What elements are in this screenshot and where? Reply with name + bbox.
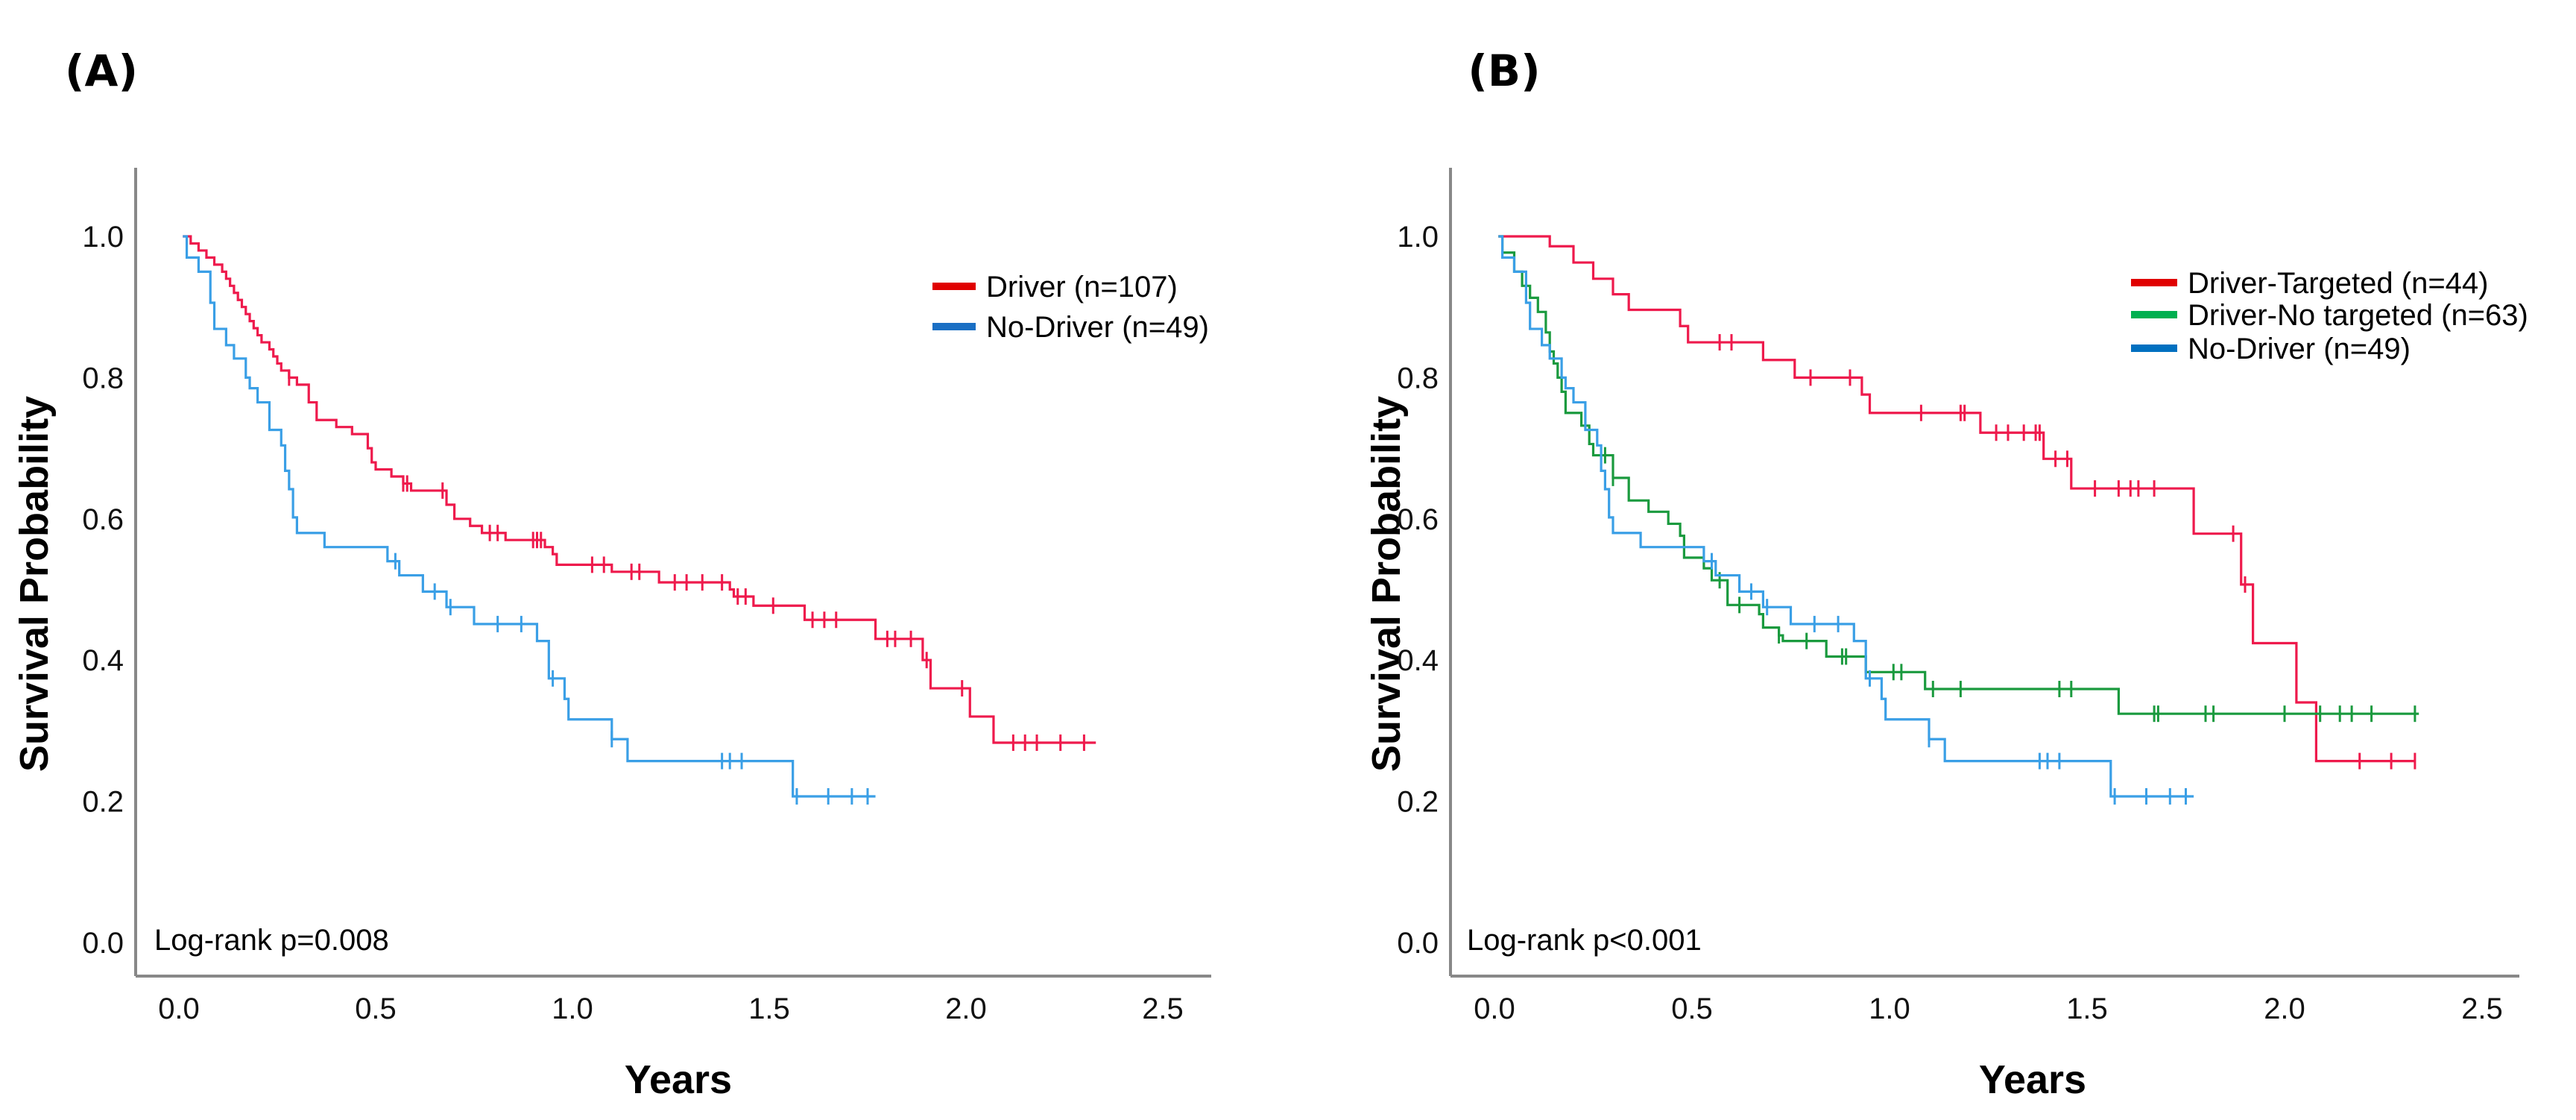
- panel-b-y-tick-label: 0.2: [1397, 786, 1439, 819]
- panel-a-title: (A): [65, 45, 138, 96]
- panel-b-curve-no-driver: [1498, 235, 2194, 798]
- panel-b-legend-label-no-driver: No-Driver (n=49): [2188, 333, 2411, 365]
- panel-a-y-axis-label: Survival Probability: [12, 396, 57, 772]
- panel-b-x-tick-label: 2.0: [2264, 992, 2305, 1025]
- panel-a-y-tick-label: 1.0: [82, 221, 124, 254]
- panel-a-curves: [183, 235, 1096, 805]
- panel-a-x-tick-label: 1.0: [552, 992, 593, 1025]
- panel-b-y-tick-label: 0.8: [1397, 362, 1439, 394]
- panel-b-x-axis-label: Years: [1979, 1057, 2086, 1102]
- panel-a-axes: 0.0 0.5 1.0 1.5 2.0 2.5 0.0 0.2 0.4 0.6 0.8 1.0: [82, 168, 1211, 1025]
- panel-a-y-tick-label: 0.6: [82, 503, 124, 536]
- panel-b-y-tick-label: 0.6: [1397, 503, 1439, 536]
- panel-b-x-tick-label: 1.5: [2066, 992, 2108, 1025]
- panel-a-y-tick-label: 0.2: [82, 786, 124, 819]
- panel-b-x-tick-label: 0.0: [1474, 992, 1515, 1025]
- panel-b-legend-label-driver-no-targeted: Driver-No targeted (n=63): [2188, 299, 2528, 332]
- panel-b-y-tick-label: 1.0: [1397, 221, 1439, 254]
- panel-a-legend: Driver (n=107) No-Driver (n=49): [932, 271, 1209, 344]
- panel-a-curve-driver: [183, 235, 1096, 744]
- panel-b-curve-driver-no-targeted: [1498, 235, 2419, 715]
- panel-a-y-tick-label: 0.4: [82, 644, 124, 677]
- panel-b-y-tick-label: 0.0: [1397, 927, 1439, 960]
- panel-a-legend-swatch-driver: [932, 283, 976, 290]
- panel-b-x-tick-label: 0.5: [1671, 992, 1713, 1025]
- panel-a-legend-swatch-no-driver: [932, 323, 976, 330]
- panel-a-x-tick-label: 2.0: [945, 992, 987, 1025]
- panel-a-x-tick-label: 1.5: [748, 992, 790, 1025]
- panel-b-y-axis-label: Survival Probability: [1364, 396, 1409, 772]
- panel-a-x-tick-label: 0.5: [355, 992, 397, 1025]
- panel-b-legend-swatch-driver-targeted: [2131, 279, 2177, 286]
- panel-a-legend-label-no-driver: No-Driver (n=49): [986, 311, 1209, 344]
- panel-a-logrank-annotation: Log-rank p=0.008: [154, 924, 389, 957]
- panel-a-y-tick-label: 0.0: [82, 927, 124, 960]
- panel-a-legend-label-driver: Driver (n=107): [986, 271, 1178, 303]
- panel-b: (B) Survival Probability Years Log-rank …: [1364, 45, 2528, 1102]
- panel-b-y-tick-label: 0.4: [1397, 644, 1439, 677]
- panel-b-legend-swatch-no-driver: [2131, 345, 2177, 352]
- panel-b-x-tick-label: 1.0: [1869, 992, 1910, 1025]
- panel-b-curve-driver-targeted: [1498, 235, 2415, 763]
- panel-b-x-tick-label: 2.5: [2461, 992, 2503, 1025]
- panel-b-legend: Driver-Targeted (n=44)Driver-No targeted…: [2131, 267, 2528, 365]
- panel-b-legend-swatch-driver-no-targeted: [2131, 311, 2177, 318]
- panel-a-y-tick-label: 0.8: [82, 362, 124, 394]
- panel-a-curve-no-driver: [183, 235, 876, 798]
- panel-a: (A) Survival Probability Years Log-rank …: [12, 45, 1211, 1102]
- panel-a-x-axis-label: Years: [625, 1057, 732, 1102]
- panel-a-x-tick-label: 0.0: [158, 992, 200, 1025]
- panel-b-title: (B): [1468, 45, 1540, 96]
- panel-b-legend-label-driver-targeted: Driver-Targeted (n=44): [2188, 267, 2489, 300]
- panel-b-curves: [1498, 235, 2419, 805]
- panel-b-logrank-annotation: Log-rank p<0.001: [1467, 924, 1702, 957]
- panel-b-axes: 0.0 0.5 1.0 1.5 2.0 2.5 0.0 0.2 0.4 0.6 0.8 1.0: [1397, 168, 2519, 1025]
- panel-a-x-tick-label: 2.5: [1142, 992, 1184, 1025]
